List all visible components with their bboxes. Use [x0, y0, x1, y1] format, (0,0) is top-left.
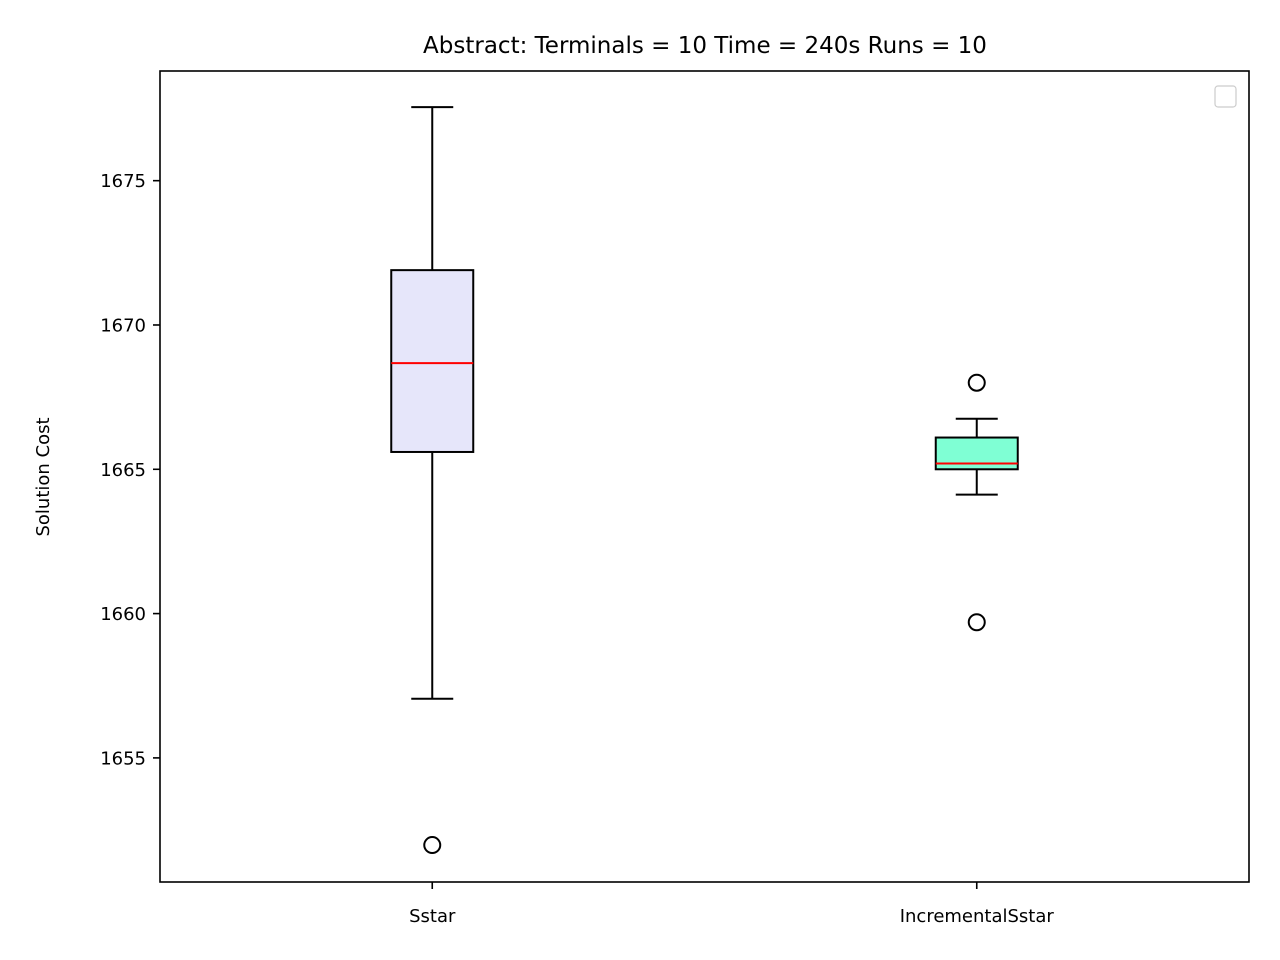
- y-tick-label: 1660: [100, 604, 146, 625]
- x-tick-label: IncrementalSstar: [900, 906, 1055, 927]
- y-tick-label: 1665: [100, 460, 146, 481]
- outlier-point: [967, 613, 986, 632]
- x-tick-label: Sstar: [409, 906, 456, 927]
- y-tick-label: 1670: [100, 315, 146, 336]
- y-axis-label: Solution Cost: [33, 417, 54, 536]
- outlier-point: [967, 373, 986, 392]
- box-iqr: [934, 436, 1019, 471]
- box-iqr: [390, 269, 475, 453]
- legend-box: [1214, 85, 1237, 108]
- y-tick-label: 1675: [100, 171, 146, 192]
- y-tick-label: 1655: [100, 748, 146, 769]
- plot-area: 1655 1660 1665 1670 1675 Sstar IncrementalSsta…: [100, 106, 1055, 927]
- chart-title: Abstract: Terminals = 10 Time = 240s Run…: [423, 33, 987, 59]
- plot-frame: [159, 70, 1250, 883]
- outlier-point: [423, 836, 442, 855]
